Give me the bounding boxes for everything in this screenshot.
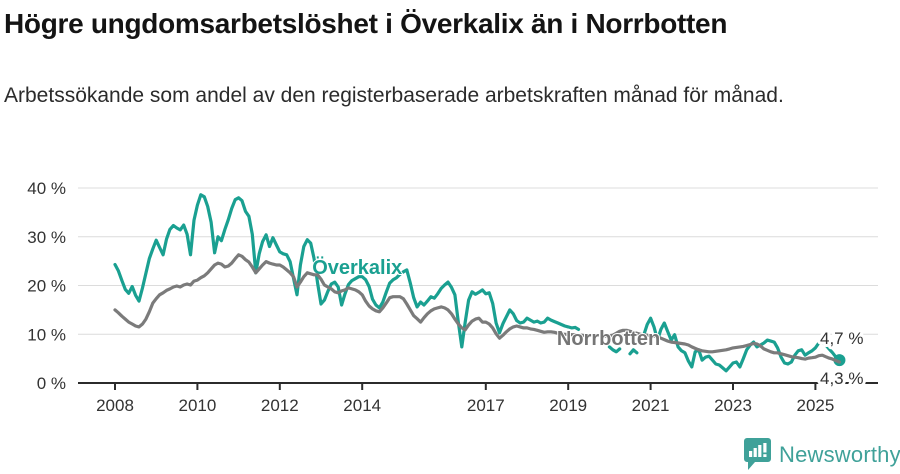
x-tick-label: 2012 bbox=[261, 396, 299, 415]
end-value-label-norrbotten: 4,3 % bbox=[820, 369, 863, 388]
unemployment-line-chart: 0 % 10 % 20 % 30 % 40 % 2008 2010 2012 2014 2017 2… bbox=[27, 179, 878, 415]
series-line-överkalix bbox=[113, 193, 841, 373]
page-title: Högre ungdomsarbetslöshet i Överkalix än… bbox=[4, 8, 728, 39]
x-tick-label: 2008 bbox=[96, 396, 134, 415]
x-tick-label: 2014 bbox=[343, 396, 381, 415]
newsworthy-brand-link[interactable]: Newsworthy bbox=[744, 438, 900, 471]
end-value-label-överkalix: 4,7 % bbox=[820, 329, 863, 348]
x-tick-label: 2025 bbox=[796, 396, 834, 415]
chart-subtitle: Arbetssökande som andel av den registerb… bbox=[4, 84, 784, 107]
series-line-norrbotten bbox=[113, 253, 841, 364]
y-tick-label: 0 % bbox=[37, 374, 66, 393]
x-tick-label: 2023 bbox=[714, 396, 752, 415]
newsworthy-logo-icon bbox=[744, 438, 771, 470]
logo-bar-1 bbox=[749, 451, 753, 457]
y-tick-label: 30 % bbox=[27, 228, 66, 247]
logo-exclamation-dot bbox=[763, 454, 767, 457]
logo-bar-3 bbox=[758, 445, 762, 457]
logo-bar-2 bbox=[753, 448, 757, 457]
series-end-dot-överkalix bbox=[833, 354, 846, 367]
x-tick-label: 2017 bbox=[467, 396, 505, 415]
logo-exclamation-stem bbox=[763, 443, 767, 453]
series-inline-label-överkalix: Överkalix bbox=[312, 256, 402, 279]
y-tick-label: 40 % bbox=[27, 179, 66, 198]
brand-name: Newsworthy bbox=[779, 441, 900, 467]
series-inline-label-norrbotten: Norrbotten bbox=[557, 328, 660, 350]
x-tick-label: 2010 bbox=[178, 396, 216, 415]
x-tick-label: 2021 bbox=[632, 396, 670, 415]
y-tick-label: 20 % bbox=[27, 277, 66, 296]
y-tick-label: 10 % bbox=[27, 325, 66, 344]
x-tick-label: 2019 bbox=[549, 396, 587, 415]
logo-bubble-shape bbox=[744, 438, 771, 470]
